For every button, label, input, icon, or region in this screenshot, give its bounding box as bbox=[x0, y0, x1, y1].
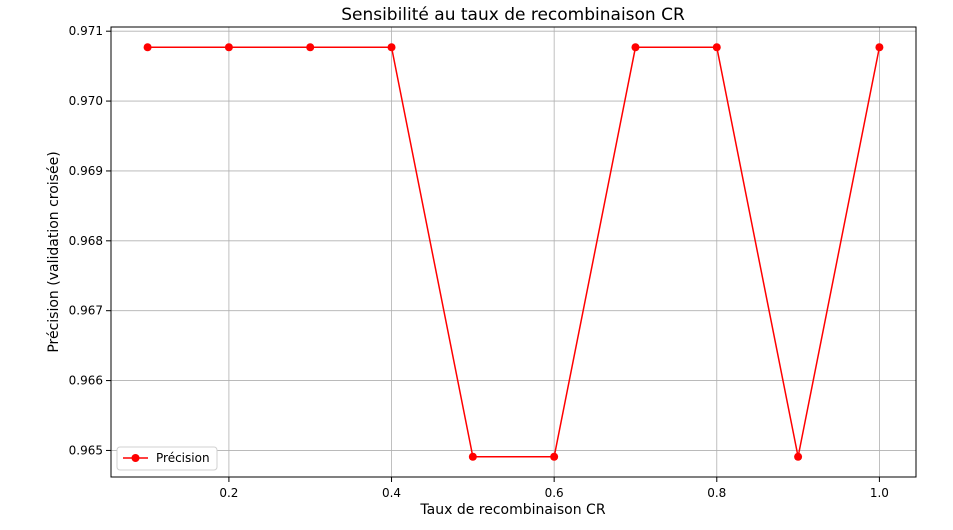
series-line bbox=[147, 46, 881, 458]
x-axis-label: Taux de recombinaison CR bbox=[419, 502, 605, 518]
data-point bbox=[306, 43, 315, 52]
series-layer bbox=[143, 43, 884, 461]
legend-box bbox=[116, 446, 218, 471]
data-point bbox=[468, 452, 477, 461]
axis-ticks: 0.2 0.4 0.6 0.8 1.0 0.965 0.966 0.967 0.968 0.969… bbox=[69, 24, 889, 500]
x-tick-label: 0.8 bbox=[707, 486, 726, 500]
y-tick-label: 0.970 bbox=[69, 94, 103, 108]
data-point bbox=[875, 43, 884, 52]
data-point bbox=[550, 452, 559, 461]
chart-title: Sensibilité au taux de recombinaison CR bbox=[341, 5, 685, 25]
data-point bbox=[712, 43, 721, 52]
y-tick-label: 0.965 bbox=[69, 443, 103, 457]
data-point bbox=[224, 43, 233, 52]
x-tick-label: 0.2 bbox=[219, 486, 238, 500]
x-tick-label: 1.0 bbox=[870, 486, 889, 500]
y-tick-label: 0.969 bbox=[69, 164, 103, 178]
y-tick-label: 0.966 bbox=[69, 374, 103, 388]
data-point bbox=[387, 43, 396, 52]
legend-label: Précision bbox=[156, 451, 210, 465]
legend-marker bbox=[131, 454, 140, 462]
y-tick-label: 0.967 bbox=[69, 304, 103, 318]
grid-lines bbox=[111, 27, 916, 477]
data-point bbox=[794, 452, 803, 461]
legend: Précision bbox=[116, 446, 218, 471]
y-tick-label: 0.971 bbox=[69, 24, 103, 38]
data-point bbox=[631, 43, 640, 52]
y-axis-label: Précision (validation croisée) bbox=[46, 151, 62, 352]
plot-area bbox=[110, 26, 917, 478]
x-tick-label: 0.6 bbox=[545, 486, 564, 500]
data-point bbox=[143, 43, 152, 52]
y-tick-label: 0.968 bbox=[69, 234, 103, 248]
x-tick-label: 0.4 bbox=[382, 486, 401, 500]
